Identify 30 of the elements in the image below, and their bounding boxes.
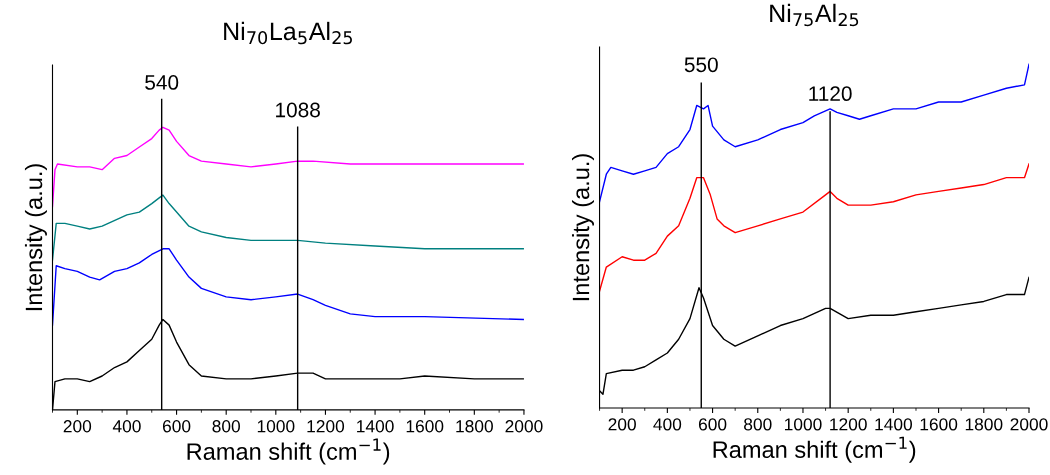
x-tick-label: 1800 [456,420,493,433]
x-tick-label: 200 [608,418,636,431]
x-tick-label: 1000 [784,418,822,431]
x-tick-label: 1200 [830,418,867,431]
ref-line-label: 1120 [809,86,852,102]
x-tick-label: 1400 [357,420,394,433]
ref-line-label: 540 [145,75,179,90]
x-tick-label: 600 [698,418,727,431]
ref-line-label: 1088 [276,102,320,118]
y-axis-title: Intensity (a.u.) [571,154,594,301]
x-tick-label: 1600 [920,418,958,431]
chart-title: Ni$_{70}$La$_{5}$Al$_{25}$ [224,21,352,45]
x-axis-title: Raman shift (cm$^{−1}$) [187,438,390,465]
x-tick-label: 1200 [307,420,345,433]
ref-line-label: 550 [684,57,718,73]
x-tick-label: 1000 [257,420,295,433]
x-axis-title: Raman shift (cm$^{−1}$) [713,436,916,463]
x-tick-label: 1400 [875,418,913,431]
x-tick-label: 400 [653,418,682,431]
x-tick-label: 2000 [1010,418,1048,431]
x-tick-label: 200 [63,420,92,433]
x-tick-label: 1800 [965,418,1003,431]
x-tick-label: 1600 [406,420,444,433]
x-tick-label: 600 [162,420,191,433]
x-tick-label: 800 [744,418,772,431]
chart-title: Ni$_{75}$Al$_{25}$ [770,3,859,27]
y-axis-title: Intensity (a.u.) [24,164,47,311]
x-tick-label: 400 [112,420,141,433]
x-tick-label: 2000 [505,420,543,433]
x-tick-label: 800 [212,420,240,433]
